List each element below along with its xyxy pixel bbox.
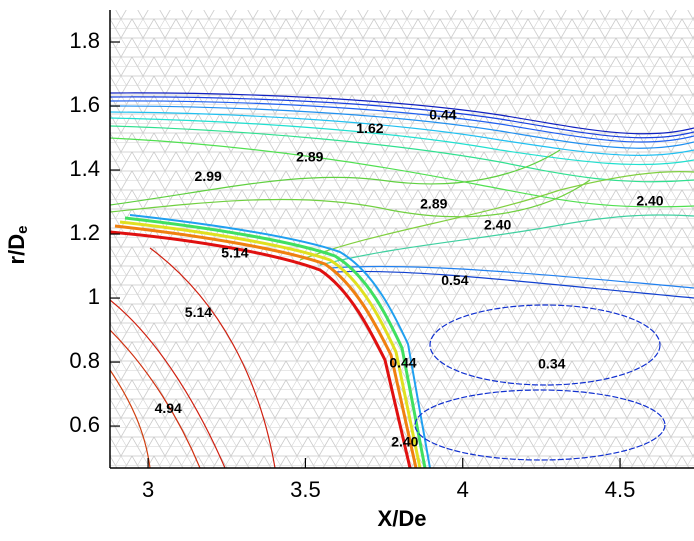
contour-label: 2.89 [296,149,323,165]
y-axis-label-sub: e [14,226,31,234]
y-tick-label: 1.8 [69,28,100,53]
x-tick-label: 3 [142,477,154,502]
contour-lines [110,92,694,468]
contour-label: 5.14 [185,304,212,320]
y-tick-label: 1.2 [69,220,100,245]
contour-label: 0.44 [389,355,416,371]
y-tick-label: 1.4 [69,156,100,181]
contour-label: 0.34 [538,356,565,372]
contour-labels: 0.44 1.62 2.89 2.99 2.89 2.40 2.40 5.14 0.54 5.14… [155,107,664,450]
contour-label: 2.40 [391,434,418,450]
contour-label: 0.44 [429,107,456,123]
y-tick-label: 1.6 [69,92,100,117]
contour-label: 4.94 [155,400,182,416]
y-tick-label: 1 [88,284,100,309]
x-tick-label: 4 [457,477,469,502]
contour-label: 0.54 [441,272,468,288]
contour-label: 2.99 [195,168,222,184]
y-tick-label: 0.8 [69,348,100,373]
y-axis-label-main: r/D [4,234,29,265]
plot-area: 0.44 1.62 2.89 2.99 2.89 2.40 2.40 5.14 0.54 5.14… [110,10,694,468]
contour-label: 2.40 [484,217,511,233]
x-tick-label: 4.5 [605,477,636,502]
contour-label: 1.62 [356,120,383,136]
y-axis-label: r/De [4,226,31,265]
contour-label: 2.89 [420,196,447,212]
contour-label: 5.14 [221,245,248,261]
y-tick-label: 0.6 [69,412,100,437]
contour-label: 2.40 [636,193,663,209]
x-axis-label: X/De [378,506,427,531]
x-tick-label: 3.5 [290,477,321,502]
